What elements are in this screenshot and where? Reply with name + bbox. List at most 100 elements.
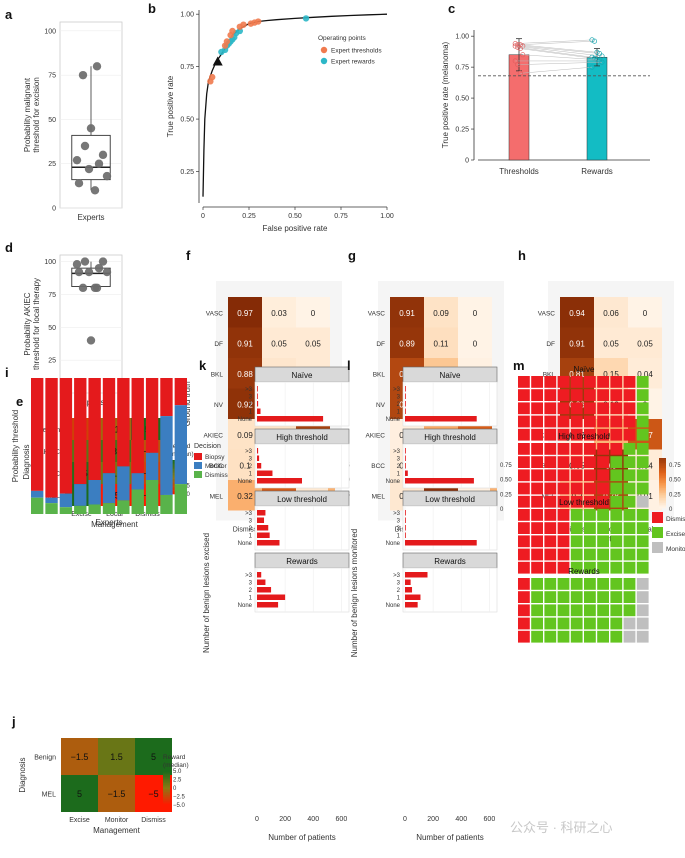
- monitor-segment: [174, 405, 187, 485]
- box: [71, 267, 111, 287]
- panel-label-d: d: [5, 240, 13, 255]
- waffle-cell: [623, 402, 636, 415]
- waffle-cell: [597, 535, 609, 548]
- threshold-point: [517, 46, 523, 52]
- legend-gradient-step: [659, 483, 666, 485]
- category-label: None: [386, 479, 401, 485]
- row-label: Benign: [34, 755, 56, 762]
- waffle-cell: [557, 617, 570, 630]
- y-tick-label: 0: [52, 206, 56, 213]
- category-label: 3: [249, 519, 253, 525]
- waffle-cell: [636, 443, 649, 455]
- waffle-cell: [597, 456, 609, 468]
- heatmap-cell: [296, 327, 330, 358]
- x-tick-label: 0.50: [288, 213, 302, 220]
- panel-label-e: e: [16, 394, 23, 409]
- bar: [405, 540, 477, 546]
- y-axis-label: True positive rate (melanoma): [441, 41, 450, 148]
- waffle-cell: [557, 548, 570, 561]
- waffle-cell: [544, 415, 557, 428]
- waffle-cell: [610, 376, 623, 388]
- waffle-cell: [557, 389, 570, 401]
- y-tick-label: 75: [48, 292, 56, 299]
- waffle-cell: [623, 456, 636, 468]
- cell-value: 0.15: [603, 370, 619, 379]
- y-axis-label: Probability malignant: [23, 77, 32, 152]
- waffle-cell: [610, 578, 623, 590]
- legend-swatch: [194, 471, 202, 478]
- waffle-cell: [597, 469, 609, 482]
- bar: [405, 455, 406, 461]
- waffle-cell: [518, 535, 530, 548]
- monitor-segment: [88, 480, 101, 505]
- row-label: DF: [546, 341, 555, 348]
- legend-gradient-step: [163, 799, 170, 801]
- facet-title: High threshold: [558, 432, 610, 441]
- data-point: [92, 283, 102, 293]
- waffle-cell: [597, 548, 609, 561]
- y-axis-label: Ground truth: [183, 381, 192, 426]
- x-axis-label: Number of patients: [416, 833, 484, 842]
- waffle-cell: [544, 509, 557, 521]
- waffle-cell: [570, 509, 583, 521]
- cell-value: 0: [473, 309, 478, 318]
- biopsy-segment: [59, 378, 73, 494]
- legend-title: Reward: [163, 754, 186, 761]
- waffle-cell: [584, 443, 596, 455]
- waffle-cell: [570, 591, 583, 603]
- row-label: MEL: [210, 493, 224, 500]
- legend-swatch: [194, 462, 202, 469]
- y-axis-label: threshold for excision: [32, 77, 41, 153]
- category-label: >3: [245, 387, 253, 393]
- y-tick-label: 0.25: [455, 127, 469, 134]
- cell-value: 0.05: [305, 339, 321, 348]
- data-point: [74, 267, 84, 277]
- category-label: 3: [249, 581, 253, 587]
- waffle-cell: [636, 509, 649, 521]
- legend-gradient-step: [659, 506, 666, 509]
- pair-line: [520, 48, 595, 59]
- biopsy-segment: [102, 378, 116, 474]
- waffle-cell: [610, 415, 623, 428]
- legend-gradient-step: [163, 802, 170, 805]
- legend-gradient-step: [659, 473, 666, 475]
- waffle-cell: [636, 415, 649, 428]
- waffle-cell: [597, 604, 609, 617]
- x-axis-label: Experts: [95, 518, 122, 527]
- legend-gradient-step: [659, 494, 666, 497]
- waffle-cell: [597, 402, 609, 415]
- col-label: Dismiss: [135, 511, 160, 518]
- pair-line: [522, 45, 600, 54]
- cell-value: 0.89: [399, 339, 415, 348]
- legend-gradient-step: [328, 489, 335, 492]
- category-label: 1: [249, 534, 253, 540]
- bar: [257, 478, 302, 484]
- legend-gradient-step: [163, 774, 170, 776]
- dismiss-segment: [174, 484, 187, 514]
- legend-gradient-step: [659, 466, 666, 469]
- y-tick-label: 1.00: [180, 12, 194, 19]
- cell-value: 0.06: [603, 309, 619, 318]
- reward-point: [302, 15, 310, 22]
- monitor-segment: [45, 497, 58, 504]
- legend-tick: 0.50: [500, 478, 512, 484]
- threshold-point: [515, 44, 521, 50]
- reward-point: [589, 37, 595, 43]
- waffle-cell: [610, 443, 623, 455]
- cell-value: 0.09: [433, 309, 449, 318]
- category-label: 3: [397, 519, 401, 525]
- cell-value: 0: [311, 309, 316, 318]
- legend-label: Monitor: [666, 546, 685, 553]
- category-label: 2: [249, 526, 253, 532]
- bar: [257, 587, 272, 593]
- legend-gradient-step: [659, 496, 666, 499]
- facet-title: Naïve: [292, 371, 313, 380]
- data-point: [92, 62, 102, 71]
- legend-gradient-step: [163, 775, 170, 777]
- bar: [405, 510, 406, 516]
- legend-gradient-step: [163, 793, 170, 796]
- waffle-cell: [597, 389, 609, 401]
- bar: [257, 408, 261, 414]
- legend-swatch: [652, 542, 663, 553]
